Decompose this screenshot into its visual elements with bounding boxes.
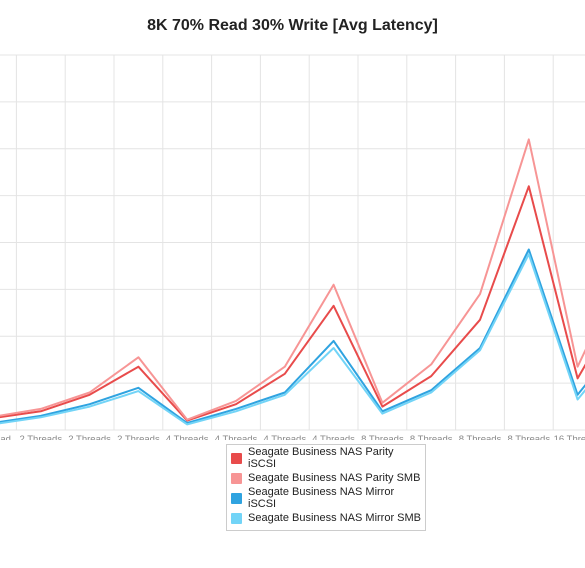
legend-label: Seagate Business NAS Parity iSCSI [248, 446, 394, 470]
chart-title: 8K 70% Read 30% Write [Avg Latency] [147, 17, 438, 34]
legend-swatch [231, 452, 242, 464]
x-tick-label: 1 Thread1 Queue [0, 434, 11, 440]
legend-item[interactable]: Seagate Business NAS Parity iSCSI [231, 446, 421, 470]
legend-swatch [231, 512, 242, 524]
legend-label: Seagate Business NAS Mirror SMB [248, 512, 422, 524]
series-line-1 [0, 185, 585, 422]
legend-item[interactable]: Seagate Business NAS Mirror iSCSI [231, 486, 421, 510]
series-line-2 [0, 138, 585, 421]
series-line-3 [0, 248, 585, 424]
legend-label: Seagate Business NAS Parity SMB [248, 472, 421, 484]
series-line-4 [0, 253, 585, 426]
legend-swatch [231, 492, 242, 504]
series-lines [0, 138, 585, 426]
legend-label: Seagate Business NAS Mirror iSCSI [248, 486, 395, 510]
legend-item[interactable]: Seagate Business NAS Mirror SMB [231, 508, 421, 528]
legend: Seagate Business NAS Parity iSCSI Seagate… [226, 444, 426, 531]
legend-swatch [231, 472, 242, 484]
legend-item[interactable]: Seagate Business NAS Parity SMB [231, 468, 421, 488]
